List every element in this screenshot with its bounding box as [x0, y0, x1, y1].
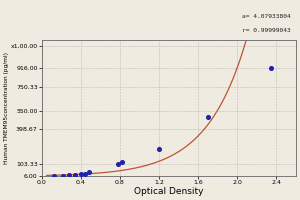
Y-axis label: Human TMEM95concentration (pg/ml): Human TMEM95concentration (pg/ml)	[4, 52, 9, 164]
Point	[86, 171, 91, 174]
Point	[116, 162, 120, 166]
Point	[73, 173, 77, 177]
Point	[157, 147, 161, 151]
Text: r= 0.99999043: r= 0.99999043	[242, 28, 291, 33]
Point	[67, 174, 72, 177]
Point	[206, 115, 210, 119]
X-axis label: Optical Density: Optical Density	[134, 187, 204, 196]
Point	[82, 172, 87, 175]
Point	[61, 174, 66, 177]
Text: a= 4.07933804: a= 4.07933804	[242, 14, 291, 19]
Point	[51, 174, 56, 177]
Point	[269, 66, 274, 69]
Point	[79, 173, 83, 176]
Point	[120, 160, 124, 164]
